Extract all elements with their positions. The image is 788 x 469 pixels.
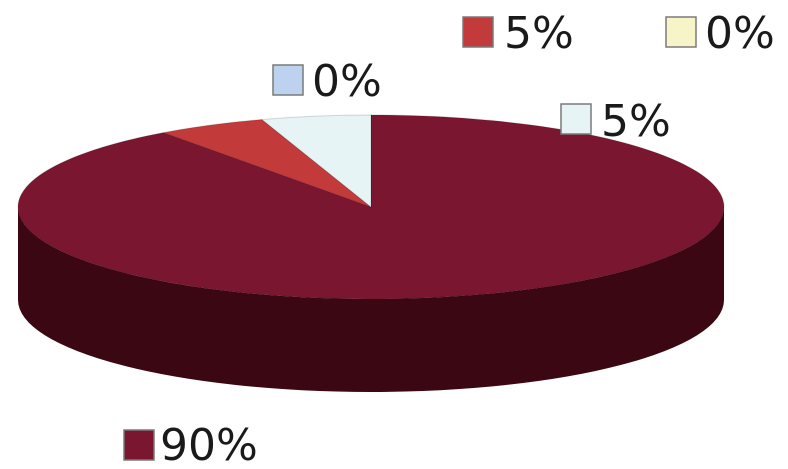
slice-1-label: 90% xyxy=(160,420,258,469)
slice-4-swatch xyxy=(560,103,592,135)
data-label-slice-2: 5% xyxy=(462,8,574,59)
slice-4-label: 5% xyxy=(601,96,671,147)
pie-top xyxy=(17,114,725,300)
slice-2-swatch xyxy=(462,16,494,48)
data-label-slice-3: 0% xyxy=(665,8,775,59)
slice-5-label: 0% xyxy=(312,56,382,107)
pie-slice-1 xyxy=(17,114,725,300)
slice-3-label: 0% xyxy=(705,8,775,59)
data-label-slice-4: 5% xyxy=(560,96,671,147)
pie-sides xyxy=(18,207,724,392)
data-label-slice-1: 90% xyxy=(123,420,258,469)
pie-slice-2 xyxy=(161,118,372,208)
slice-1-swatch xyxy=(123,429,155,461)
pie-slice-4 xyxy=(260,114,372,209)
slice-3-swatch xyxy=(665,16,697,48)
slice-2-label: 5% xyxy=(504,8,574,59)
pie-side-slice-1 xyxy=(18,207,724,392)
data-label-slice-5: 0% xyxy=(272,56,382,107)
slice-5-swatch xyxy=(272,64,304,96)
